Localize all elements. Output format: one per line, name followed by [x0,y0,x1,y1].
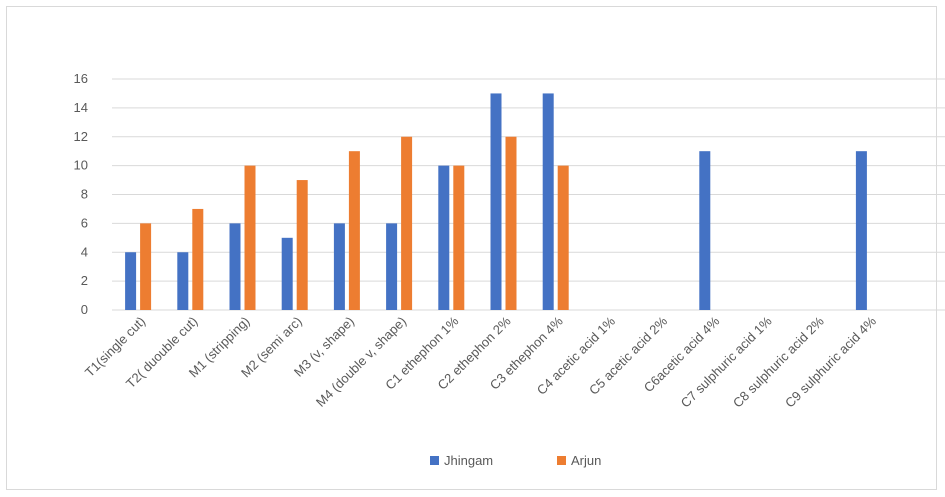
bar-jhingam [229,223,241,310]
y-tick-label: 10 [74,158,88,173]
y-tick-label: 8 [81,187,88,202]
bar-arjun [505,136,517,310]
x-tick-label: C9 sulphuric acid 4% [782,313,879,410]
bar-arjun [557,165,569,310]
bar-arjun [453,165,465,310]
bar-jhingam [699,151,711,310]
bar-arjun [192,208,204,310]
bar-jhingam [281,237,293,310]
y-tick-label: 4 [81,244,88,259]
bar-jhingam [125,252,137,310]
bar-arjun [401,136,413,310]
x-tick-label: C7 sulphuric acid 1% [678,313,775,410]
legend-swatch-jhingam [430,456,439,465]
bar-arjun [244,165,256,310]
legend-label-arjun: Arjun [571,453,601,468]
x-tick-label: C8 sulphuric acid 2% [730,313,827,410]
bar-jhingam [386,223,398,310]
bar-arjun [140,223,152,310]
bar-jhingam [542,93,554,310]
bar-arjun [348,151,360,310]
legend-swatch-arjun [557,456,566,465]
bar-jhingam [855,151,867,310]
bar-jhingam [333,223,345,310]
x-tick-label: M4 (double v, shape) [313,314,409,410]
y-tick-label: 6 [81,215,88,230]
bar-jhingam [177,252,189,310]
y-tick-label: 12 [74,129,88,144]
y-tick-label: 0 [81,302,88,317]
y-tick-label: 14 [74,100,88,115]
chart-frame [6,6,937,490]
bar-arjun [296,180,308,310]
bar-jhingam [438,165,450,310]
bar-jhingam [490,93,502,310]
y-tick-label: 16 [74,71,88,86]
legend-label-jhingam: Jhingam [444,453,493,468]
y-tick-label: 2 [81,273,88,288]
